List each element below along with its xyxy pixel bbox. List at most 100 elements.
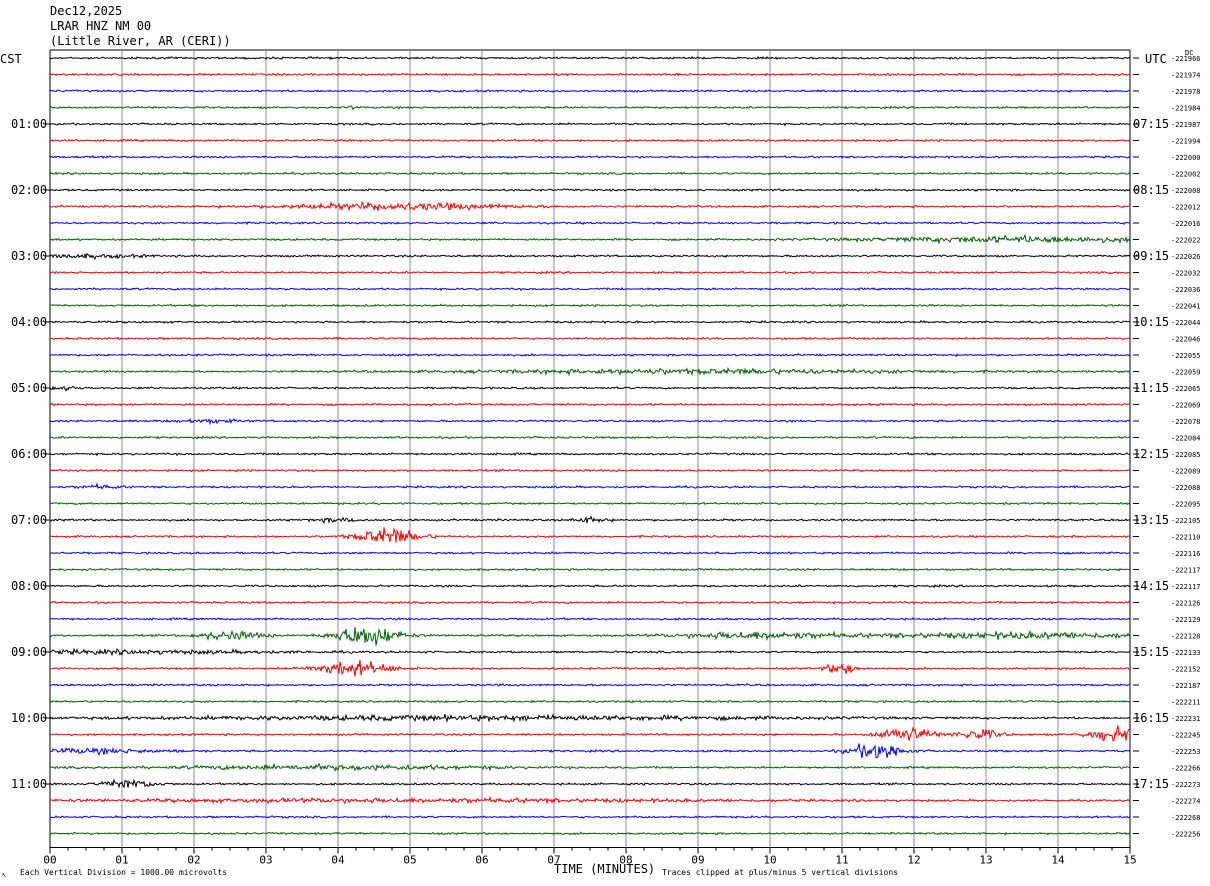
left-hour-label: 09:00 xyxy=(11,645,47,659)
clipping-note: Traces clipped at plus/minus 5 vertical … xyxy=(662,868,899,877)
dc-offset-label: -221974 xyxy=(1171,72,1201,80)
vertical-scale-note: Each Vertical Division = 1000.00 microvo… xyxy=(20,868,228,877)
dc-offset-label: -222065 xyxy=(1171,385,1201,393)
dc-offset-label: -221978 xyxy=(1171,88,1201,96)
seismic-traces xyxy=(49,55,1131,836)
seismic-trace xyxy=(49,659,1131,677)
x-tick-label: 05 xyxy=(403,854,416,867)
right-timezone-label: UTC xyxy=(1145,52,1167,66)
dc-offset-label: -221987 xyxy=(1171,121,1201,129)
dc-offset-label: -221984 xyxy=(1171,105,1201,113)
x-tick-label: 15 xyxy=(1123,854,1136,867)
dc-offset-label: -222008 xyxy=(1171,187,1201,195)
seismic-trace xyxy=(49,501,1131,506)
dc-offset-label: -222128 xyxy=(1171,633,1201,641)
dc-offset-label: -222245 xyxy=(1171,732,1201,740)
dc-offset-label: -222187 xyxy=(1171,682,1201,690)
dc-offset-label: -222152 xyxy=(1171,666,1201,674)
dc-offset-label: -222268 xyxy=(1171,814,1201,822)
x-tick-label: 13 xyxy=(979,854,992,867)
dc-offset-label: -222016 xyxy=(1171,220,1201,228)
dc-offset-label: -222044 xyxy=(1171,319,1201,327)
left-hour-label: 07:00 xyxy=(11,513,47,527)
seismic-trace xyxy=(49,352,1131,358)
seismic-trace xyxy=(49,319,1131,325)
right-hour-label: 16:15 xyxy=(1133,711,1169,725)
x-tick-label: 10 xyxy=(763,854,776,867)
dc-offset-label: -222095 xyxy=(1171,501,1201,509)
dc-offset-label: -221994 xyxy=(1171,138,1201,146)
left-hour-label: 05:00 xyxy=(11,381,47,395)
seismic-trace xyxy=(49,482,1131,490)
seismic-trace xyxy=(49,527,1131,543)
x-tick-label: 04 xyxy=(331,854,345,867)
right-hour-label: 12:15 xyxy=(1133,447,1169,461)
seismic-trace xyxy=(49,154,1131,160)
seismic-trace xyxy=(49,452,1131,457)
seismic-trace xyxy=(49,713,1131,723)
seismic-trace xyxy=(49,287,1131,292)
station-location: (Little River, AR (CERI)) xyxy=(50,34,231,48)
seismic-trace xyxy=(49,567,1131,572)
x-axis-title: TIME (MINUTES) xyxy=(554,862,656,876)
x-tick-label: 03 xyxy=(259,854,272,867)
dc-offset-label: -222231 xyxy=(1171,715,1201,723)
seismic-trace xyxy=(49,200,1131,212)
seismic-trace xyxy=(49,762,1131,772)
dc-offset-label: -222085 xyxy=(1171,451,1201,459)
dc-offset-label: -222266 xyxy=(1171,765,1201,773)
seismic-trace xyxy=(49,515,1131,524)
dc-offset-label: -222089 xyxy=(1171,468,1201,476)
right-hour-label: 10:15 xyxy=(1133,315,1169,329)
seismic-trace xyxy=(49,814,1131,819)
dc-offset-label: -222069 xyxy=(1171,402,1201,410)
dc-offset-label: -222055 xyxy=(1171,352,1201,360)
left-hour-label: 01:00 xyxy=(11,117,47,131)
dc-offset-label: -222117 xyxy=(1171,567,1201,575)
left-timezone-label: CST xyxy=(0,52,22,66)
left-hour-label: 02:00 xyxy=(11,183,47,197)
dc-offset-label: -222084 xyxy=(1171,435,1201,443)
dc-offset-label: -222253 xyxy=(1171,748,1201,756)
dc-offset-label: -222126 xyxy=(1171,600,1201,608)
seismic-trace xyxy=(49,743,1131,759)
seismic-trace xyxy=(49,366,1131,377)
dc-offset-label: -222026 xyxy=(1171,253,1201,261)
seismic-trace xyxy=(49,550,1131,556)
seismic-trace xyxy=(49,627,1131,646)
dc-offset-label: -222002 xyxy=(1171,171,1201,179)
seismic-trace xyxy=(49,468,1131,473)
x-tick-label: 06 xyxy=(475,854,488,867)
dc-offset-label: -222032 xyxy=(1171,270,1201,278)
right-hour-label: 14:15 xyxy=(1133,579,1169,593)
seismic-trace xyxy=(49,270,1131,275)
left-hour-label: 10:00 xyxy=(11,711,47,725)
left-hour-label: 11:00 xyxy=(11,777,47,791)
seismic-trace xyxy=(49,385,1131,392)
seismic-trace xyxy=(49,72,1131,77)
dc-offset-label: -222273 xyxy=(1171,781,1201,789)
seismic-trace xyxy=(49,417,1131,426)
right-hour-label: 09:15 xyxy=(1133,249,1169,263)
right-hour-label: 17:15 xyxy=(1133,777,1169,791)
seismic-trace xyxy=(49,725,1131,742)
x-tick-label: 01 xyxy=(115,854,128,867)
dc-offset-label: -222116 xyxy=(1171,550,1201,558)
seismic-trace xyxy=(49,795,1131,805)
x-tick-label: 08 xyxy=(619,854,632,867)
seismic-trace xyxy=(49,647,1131,657)
seismic-trace xyxy=(49,171,1131,176)
dc-offset-label: -222129 xyxy=(1171,616,1201,624)
dc-offset-label: -222105 xyxy=(1171,517,1201,525)
plot-date: Dec12,2025 xyxy=(50,4,123,18)
minute-grid xyxy=(44,49,1139,854)
right-hour-label: 11:15 xyxy=(1133,381,1169,395)
left-hour-label: 06:00 xyxy=(11,447,47,461)
dc-offset-label: -222133 xyxy=(1171,649,1201,657)
seismic-trace xyxy=(49,221,1131,226)
seismic-trace xyxy=(49,122,1131,127)
dc-offset-label: -222059 xyxy=(1171,369,1201,377)
x-tick-label: 07 xyxy=(547,854,560,867)
dc-offset-heading: DC xyxy=(1185,49,1194,57)
